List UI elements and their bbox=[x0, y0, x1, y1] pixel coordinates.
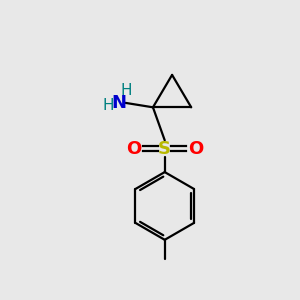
Text: H: H bbox=[121, 83, 132, 98]
Text: S: S bbox=[158, 140, 171, 158]
Text: O: O bbox=[126, 140, 141, 158]
Text: O: O bbox=[188, 140, 203, 158]
Text: N: N bbox=[112, 94, 127, 112]
Text: H: H bbox=[102, 98, 114, 113]
